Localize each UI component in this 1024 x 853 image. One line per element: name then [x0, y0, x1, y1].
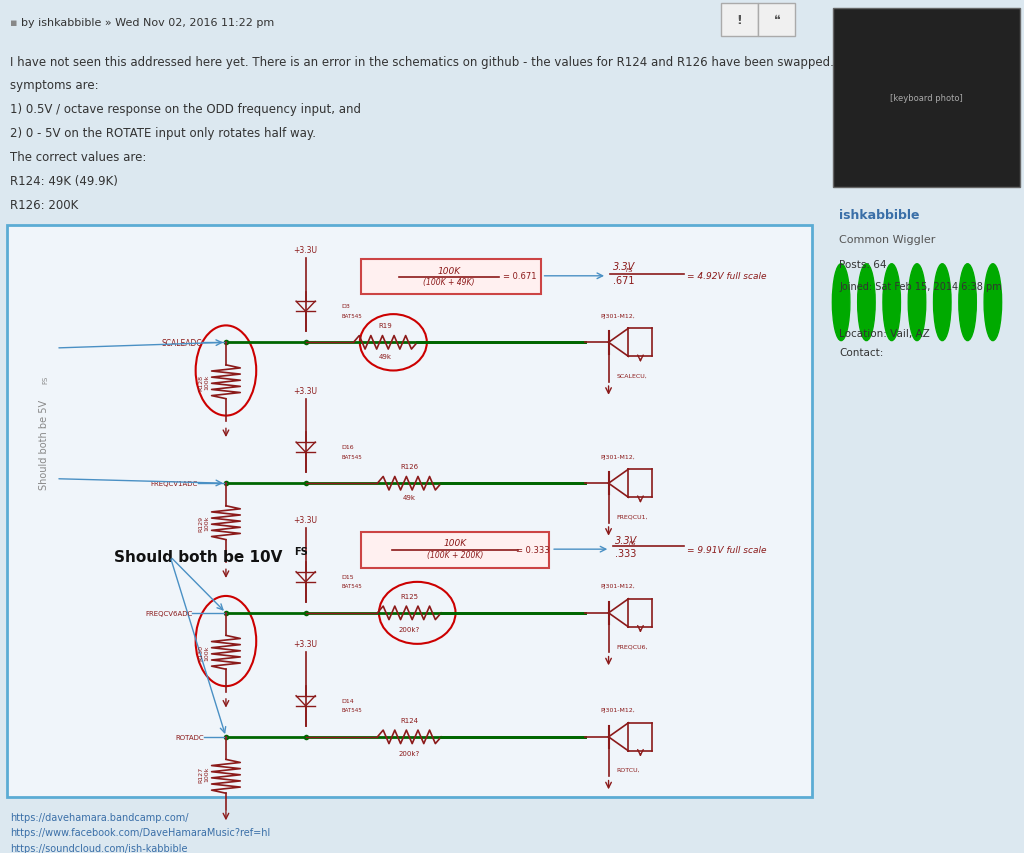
Text: 1) 0.5V / octave response on the ODD frequency input, and: 1) 0.5V / octave response on the ODD fre…	[10, 103, 360, 116]
Text: BAT545: BAT545	[342, 583, 362, 589]
Text: (100K + 49K): (100K + 49K)	[423, 278, 475, 287]
Text: FS: FS	[626, 268, 634, 273]
Text: SCALECU,: SCALECU,	[616, 373, 647, 378]
Text: 2) 0 - 5V on the ROTATE input only rotates half way.: 2) 0 - 5V on the ROTATE input only rotat…	[10, 127, 315, 140]
Text: 3.3V: 3.3V	[612, 262, 635, 272]
Text: Should both be 5V: Should both be 5V	[39, 399, 49, 490]
Text: ROTADC: ROTADC	[176, 734, 205, 740]
Text: by ishkabbible » Wed Nov 02, 2016 11:22 pm: by ishkabbible » Wed Nov 02, 2016 11:22 …	[20, 18, 273, 28]
Text: R127
100k: R127 100k	[199, 765, 209, 781]
Circle shape	[908, 264, 926, 341]
Text: R124: 49K (49.9K): R124: 49K (49.9K)	[10, 175, 118, 188]
Text: ▪: ▪	[10, 18, 17, 28]
Text: BAT545: BAT545	[342, 313, 362, 318]
Text: 3.3V: 3.3V	[615, 535, 637, 545]
Text: R128
100k: R128 100k	[199, 374, 209, 391]
Text: [keyboard photo]: [keyboard photo]	[890, 94, 964, 102]
Bar	[361, 532, 549, 568]
Text: https://www.facebook.com/DaveHamaraMusic?ref=hl: https://www.facebook.com/DaveHamaraMusic…	[10, 827, 270, 838]
FancyBboxPatch shape	[721, 4, 759, 37]
Text: Should both be 10V: Should both be 10V	[115, 549, 283, 565]
Text: R125: R125	[400, 593, 418, 600]
Text: https://davehamara.bandcamp.com/: https://davehamara.bandcamp.com/	[10, 812, 188, 822]
Text: ❝: ❝	[774, 14, 780, 27]
Text: 49k: 49k	[402, 495, 416, 501]
Text: FS: FS	[629, 541, 636, 546]
Text: PJ301-M12,: PJ301-M12,	[601, 707, 635, 712]
Circle shape	[958, 264, 976, 341]
Text: The correct values are:: The correct values are:	[10, 151, 146, 164]
Text: .333: .333	[615, 548, 636, 559]
Text: !: !	[736, 14, 742, 27]
Text: Posts: 64: Posts: 64	[840, 260, 887, 270]
Text: BAT545: BAT545	[342, 454, 362, 459]
Text: Contact:: Contact:	[840, 348, 884, 358]
Text: R126: R126	[400, 464, 419, 470]
Text: +3.3U: +3.3U	[294, 386, 317, 395]
Text: I have not seen this addressed here yet. There is an error in the schematics on : I have not seen this addressed here yet.…	[10, 55, 861, 68]
Text: = 9.91V full scale: = 9.91V full scale	[687, 545, 766, 554]
Text: SCALEADC: SCALEADC	[162, 339, 202, 347]
Text: D15: D15	[342, 574, 354, 579]
Circle shape	[858, 264, 876, 341]
Text: +3.3U: +3.3U	[294, 640, 317, 648]
Text: BAT545: BAT545	[342, 707, 362, 712]
Text: R19: R19	[379, 323, 392, 329]
Text: FREQCU6,: FREQCU6,	[616, 643, 648, 648]
Text: D16: D16	[342, 444, 354, 450]
Text: +3.3U: +3.3U	[294, 516, 317, 525]
Text: https://soundcloud.com/ish-kabbible: https://soundcloud.com/ish-kabbible	[10, 843, 187, 853]
Text: 200k?: 200k?	[398, 626, 420, 632]
Text: 200k?: 200k?	[398, 750, 420, 756]
Text: 100K: 100K	[443, 539, 466, 548]
Circle shape	[883, 264, 900, 341]
Text: symptoms are:: symptoms are:	[10, 79, 98, 92]
Text: (100K + 200K): (100K + 200K)	[427, 551, 483, 560]
Text: 49k: 49k	[379, 354, 392, 360]
Text: Location: Vail, AZ: Location: Vail, AZ	[840, 328, 930, 339]
Text: D14: D14	[342, 698, 354, 703]
Text: ishkabbible: ishkabbible	[840, 209, 920, 222]
Text: = 4.92V full scale: = 4.92V full scale	[687, 272, 766, 281]
Text: R129
100k: R129 100k	[199, 515, 209, 531]
Text: = 0.333: = 0.333	[516, 545, 550, 554]
Bar	[361, 259, 541, 295]
FancyBboxPatch shape	[834, 9, 1020, 188]
Text: 100K: 100K	[437, 266, 461, 276]
Text: Joined: Sat Feb 15, 2014 6:38 pm: Joined: Sat Feb 15, 2014 6:38 pm	[840, 281, 1001, 292]
Text: D3: D3	[342, 304, 350, 309]
Text: R130
100k: R130 100k	[199, 645, 209, 660]
Text: FREQCV1ADC: FREQCV1ADC	[151, 480, 198, 487]
Text: FREQCU1,: FREQCU1,	[616, 514, 648, 519]
Text: R126: 200K: R126: 200K	[10, 199, 78, 212]
Text: ROTCU,: ROTCU,	[616, 767, 640, 772]
FancyBboxPatch shape	[759, 4, 796, 37]
Text: PJ301-M12,: PJ301-M12,	[601, 313, 635, 318]
Text: FREQCV6ADC: FREQCV6ADC	[145, 610, 193, 616]
Text: R124: R124	[400, 717, 418, 723]
Text: +3.3U: +3.3U	[294, 246, 317, 254]
Text: = 0.671: = 0.671	[503, 272, 536, 281]
Circle shape	[984, 264, 1001, 341]
Text: .671: .671	[612, 276, 634, 286]
Circle shape	[833, 264, 850, 341]
Text: Common Wiggler: Common Wiggler	[840, 235, 936, 245]
Text: PJ301-M12,: PJ301-M12,	[601, 454, 635, 459]
Text: FS: FS	[43, 375, 49, 384]
Text: FS: FS	[294, 546, 307, 556]
Text: PJ301-M12,: PJ301-M12,	[601, 583, 635, 589]
FancyBboxPatch shape	[6, 226, 812, 798]
Circle shape	[934, 264, 951, 341]
